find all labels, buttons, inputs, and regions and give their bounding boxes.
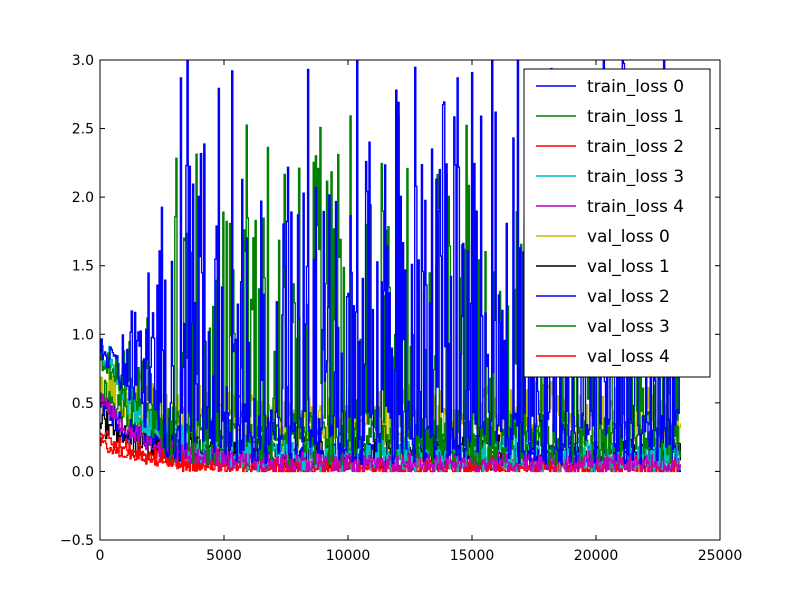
ticks-layer: 0 5000 10000 15000 20000 25000 −0.5 0.0 0.5 1.0 1.… bbox=[60, 53, 742, 564]
y-tick-label: 2.5 bbox=[72, 122, 94, 138]
legend-label: val_loss 0 bbox=[587, 227, 670, 247]
legend-label: train_loss 4 bbox=[587, 197, 684, 217]
y-tick-label: 0.0 bbox=[72, 464, 94, 480]
series-line-train_loss-2 bbox=[100, 430, 681, 473]
legend: train_loss 0 train_loss 1 train_loss 2 trai… bbox=[523, 68, 711, 378]
x-tick-label: 15000 bbox=[450, 548, 495, 564]
y-tick-label: 0.5 bbox=[72, 396, 94, 412]
y-tick-label: −0.5 bbox=[60, 533, 94, 549]
legend-label: val_loss 1 bbox=[587, 257, 670, 277]
x-tick-label: 0 bbox=[96, 548, 105, 564]
y-tick-label: 1.5 bbox=[72, 259, 94, 275]
x-tick-label: 5000 bbox=[206, 548, 242, 564]
plot-frame bbox=[99, 59, 721, 541]
y-tick-label: 1.0 bbox=[72, 327, 94, 343]
series-line-train_loss-4 bbox=[100, 393, 681, 473]
legend-label: train_loss 0 bbox=[587, 77, 684, 97]
series-line-train_loss-3 bbox=[100, 338, 681, 473]
y-tick-label: 3.0 bbox=[72, 53, 94, 69]
legend-label: train_loss 2 bbox=[587, 137, 684, 157]
x-tick-label: 20000 bbox=[574, 548, 619, 564]
y-tick-label: 2.0 bbox=[72, 190, 94, 206]
legend-label: val_loss 2 bbox=[587, 287, 670, 307]
x-tick-label: 25000 bbox=[698, 548, 743, 564]
legend-label: train_loss 1 bbox=[587, 107, 684, 127]
legend-label: val_loss 4 bbox=[587, 347, 670, 367]
legend-label: train_loss 3 bbox=[587, 167, 684, 187]
legend-label: val_loss 3 bbox=[587, 317, 670, 337]
x-tick-label: 10000 bbox=[326, 548, 371, 564]
